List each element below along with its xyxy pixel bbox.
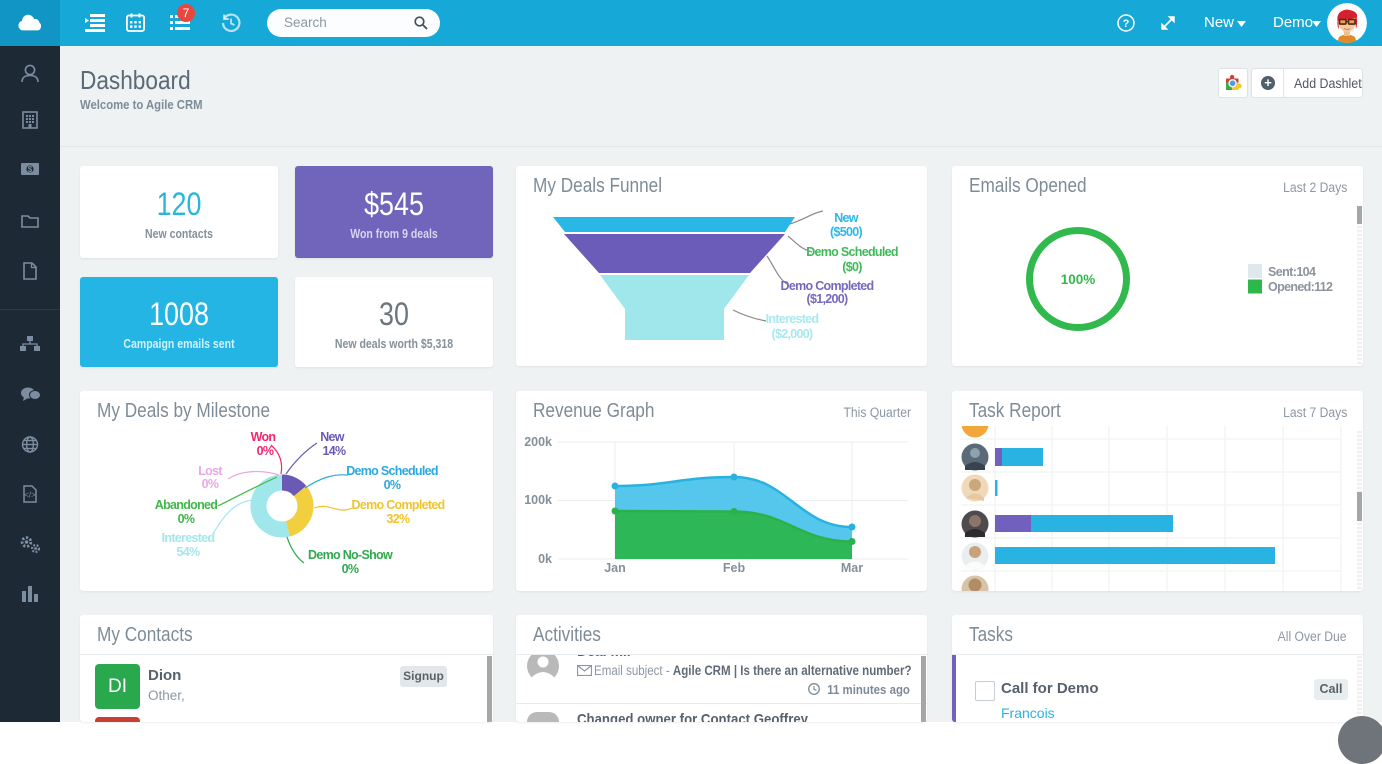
svg-text:0%: 0%: [202, 477, 219, 491]
svg-text:54%: 54%: [177, 545, 201, 559]
svg-text:Demo No-Show: Demo No-Show: [308, 548, 393, 562]
svg-text:Feb: Feb: [723, 561, 746, 575]
svg-text:0%: 0%: [342, 562, 359, 576]
svg-text:Demo Completed: Demo Completed: [352, 498, 445, 512]
svg-text:Interested: Interested: [162, 531, 215, 545]
svg-text:14%: 14%: [323, 444, 347, 458]
svg-text:Opened:112: Opened:112: [1268, 280, 1333, 294]
svg-text:200k: 200k: [524, 435, 552, 449]
svg-text:Sent:104: Sent:104: [1268, 265, 1316, 279]
svg-text:($1,200): ($1,200): [807, 292, 848, 306]
svg-text:Jan: Jan: [604, 561, 626, 575]
svg-text:($2,000): ($2,000): [772, 327, 813, 341]
svg-text:0%: 0%: [384, 478, 401, 492]
svg-text:</>: </>: [24, 491, 36, 500]
svg-text:Demo Scheduled: Demo Scheduled: [806, 245, 898, 259]
svg-text:Won: Won: [251, 430, 276, 444]
svg-text:32%: 32%: [387, 512, 411, 526]
svg-text:Lost: Lost: [198, 464, 223, 478]
svg-text:0%: 0%: [178, 512, 195, 526]
svg-text:New: New: [320, 430, 345, 444]
svg-text:($500): ($500): [830, 225, 862, 239]
svg-text:($0): ($0): [842, 260, 862, 274]
svg-text:100k: 100k: [524, 493, 552, 507]
svg-text:100%: 100%: [1061, 272, 1096, 287]
svg-text:0k: 0k: [538, 552, 552, 566]
svg-text:?: ?: [1123, 18, 1130, 30]
svg-text:Demo Completed: Demo Completed: [781, 279, 874, 293]
svg-text:0%: 0%: [257, 444, 274, 458]
svg-text:Interested: Interested: [766, 312, 819, 326]
svg-text:Demo Scheduled: Demo Scheduled: [346, 464, 438, 478]
svg-text:$: $: [28, 165, 33, 174]
svg-text:New: New: [834, 211, 859, 225]
svg-text:Abandoned: Abandoned: [155, 498, 218, 512]
svg-text:Mar: Mar: [841, 561, 863, 575]
